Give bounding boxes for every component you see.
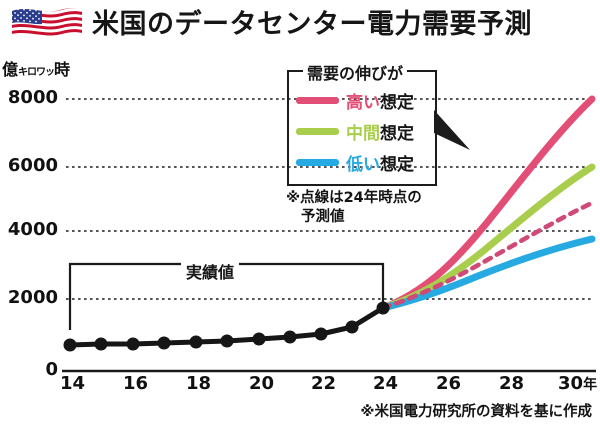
- y-axis-unit-main: 億: [2, 60, 19, 79]
- legend-title: 需要の伸びが: [303, 60, 408, 84]
- legend-label-medium-suffix: 想定: [380, 123, 414, 144]
- actual-values-label: 実績値: [181, 259, 240, 283]
- legend-label-high-keyword: 高い: [346, 92, 380, 113]
- legend-item-medium[interactable]: 中間想定: [296, 119, 414, 144]
- legend-label-medium: 中間想定: [346, 119, 414, 144]
- legend-label-low-suffix: 想定: [380, 154, 414, 175]
- legend-label-low-keyword: 低い: [346, 154, 380, 175]
- legend-label-high: 高い想定: [346, 88, 414, 113]
- legend-item-low[interactable]: 低い想定: [296, 150, 414, 175]
- legend-swatch-low-icon: [296, 158, 339, 166]
- y-axis-unit-small: キロワッ: [18, 67, 55, 78]
- x-tick-28: 28: [499, 373, 525, 394]
- y-tick-0: 0: [45, 359, 58, 380]
- us-flag-icon: [12, 8, 82, 37]
- x-tick-16: 16: [123, 373, 149, 394]
- y-axis-unit-tail: 時: [54, 60, 71, 79]
- dashed-line-note-line2: 予測値: [301, 208, 345, 225]
- dashed-line-note-line1: ※点線は24年時点の: [286, 190, 422, 206]
- x-tick-14: 14: [60, 373, 86, 394]
- y-tick-2000: 2000: [7, 287, 58, 308]
- header: 米国のデータセンター電力需要予測: [0, 0, 600, 50]
- x-tick-18: 18: [186, 373, 212, 394]
- x-tick-30-value: 30: [558, 373, 584, 394]
- legend-label-high-suffix: 想定: [380, 92, 414, 113]
- legend-swatch-medium-icon: [296, 127, 339, 135]
- legend-callout-pointer: [434, 110, 470, 150]
- x-tick-24: 24: [373, 373, 399, 394]
- x-tick-20: 20: [249, 373, 275, 394]
- legend-item-high[interactable]: 高い想定: [296, 88, 414, 113]
- y-tick-8000: 8000: [7, 87, 58, 108]
- dashed-line-note: ※点線は24年時点の 予測値: [286, 189, 496, 226]
- x-tick-30: 30年: [558, 373, 597, 394]
- series-markers-actual: [63, 301, 390, 352]
- series-line-low: [379, 235, 596, 312]
- series-line-2024-forecast-dashed: [380, 200, 595, 311]
- series-line-high: [379, 95, 596, 312]
- y-axis-unit: 億キロワッ時: [2, 56, 70, 80]
- page-title: 米国のデータセンター電力需要予測: [92, 9, 532, 40]
- x-axis-year-suffix: 年: [583, 377, 598, 393]
- x-tick-22: 22: [311, 373, 337, 394]
- y-tick-6000: 6000: [7, 155, 58, 176]
- y-tick-4000: 4000: [7, 219, 58, 240]
- legend-label-medium-keyword: 中間: [346, 123, 380, 144]
- x-tick-26: 26: [436, 373, 462, 394]
- legend-swatch-high-icon: [296, 96, 339, 104]
- source-note: ※米国電力研究所の資料を基に作成: [360, 404, 592, 420]
- legend-label-low: 低い想定: [346, 150, 414, 175]
